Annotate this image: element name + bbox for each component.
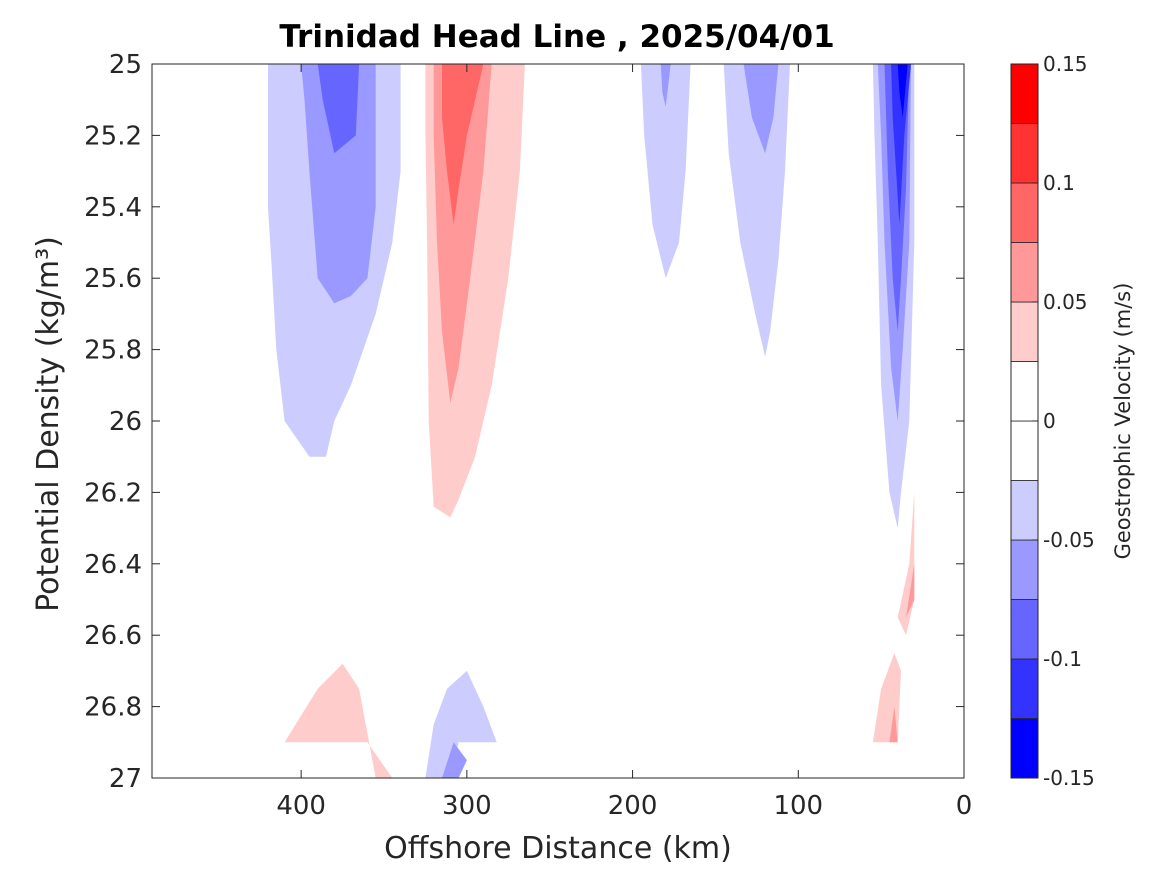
y-tick-label: 25.4	[84, 193, 142, 223]
contour-region-inner-southward	[743, 64, 779, 154]
x-tick-label: 200	[608, 791, 658, 821]
y-tick-label: 25.2	[84, 121, 142, 151]
y-axis-label: Potential Density (kg/m³)	[31, 236, 66, 612]
contour-region-deep-northward-shelf	[889, 706, 898, 743]
x-tick-label: 100	[773, 791, 823, 821]
colorbar-label: Geostrophic Velocity (m/s)	[1111, 283, 1135, 560]
y-tick-label: 25.6	[84, 264, 142, 294]
colorbar-ticks: 0.15 0.1 0.05 0 -0.05 -0.1 -0.15	[1032, 52, 1095, 790]
contour-fills	[268, 64, 915, 778]
y-tick-label: 27	[109, 764, 142, 794]
y-tick-label: 26.2	[84, 478, 142, 508]
colorbar-swatch	[1010, 480, 1039, 541]
colorbar-swatch	[1010, 658, 1039, 719]
x-axis-label: Offshore Distance (km)	[384, 831, 732, 866]
colorbar-tick-label: 0.05	[1043, 290, 1088, 314]
y-tick-label: 26.8	[84, 693, 142, 723]
contour-region-upper-northward-shelf	[906, 563, 915, 618]
y-tick-label: 25	[109, 50, 142, 80]
colorbar-swatch	[1010, 718, 1039, 779]
plot-area	[151, 63, 965, 779]
contour-region-inner-southward	[723, 64, 790, 357]
y-tick-label: 25.8	[84, 336, 142, 366]
colorbar-swatch	[1010, 599, 1039, 660]
colorbar-tick-label: 0	[1043, 409, 1056, 433]
chart-title: Trinidad Head Line , 2025/04/01	[279, 19, 834, 55]
colorbar-swatch	[1010, 361, 1039, 422]
colorbar-tick-label: -0.05	[1043, 528, 1095, 552]
colorbar-tick-label: -0.1	[1043, 647, 1082, 671]
colorbar-tick-label: -0.15	[1043, 766, 1095, 790]
x-tick-label: 0	[956, 791, 973, 821]
contour-region-offshore-southward-core	[317, 64, 360, 154]
colorbar-swatch	[1010, 63, 1039, 124]
x-tick-label: 400	[276, 791, 326, 821]
x-tick-label: 300	[442, 791, 492, 821]
contour-region-mid-southward	[640, 64, 691, 279]
colorbar-swatch	[1010, 420, 1039, 481]
contour-region-deep-southward-west	[442, 742, 467, 778]
colorbar-swatch	[1010, 123, 1039, 184]
x-axis-ticks: 400 300 200 100 0	[276, 64, 972, 821]
colorbar-swatch	[1010, 539, 1039, 600]
contour-region-mid-southward	[660, 64, 671, 107]
y-tick-label: 26	[109, 407, 142, 437]
colorbar-tick-label: 0.1	[1043, 171, 1075, 195]
y-tick-label: 26.6	[84, 621, 142, 651]
contour-region-shelf-jet	[891, 64, 911, 225]
colorbar-swatch	[1010, 182, 1039, 243]
colorbar: 0.15 0.1 0.05 0 -0.05 -0.1 -0.15	[1010, 52, 1095, 790]
contour-region-northward-jet	[442, 64, 484, 225]
colorbar-tick-label: 0.15	[1043, 52, 1088, 76]
contour-region-shelf-jet	[897, 64, 908, 118]
contour-region-deep-northward-west	[284, 663, 393, 778]
y-axis-ticks: 25 25.2 25.4 25.6 25.8 26 26.2 26.4 26.6 26.8 27	[84, 50, 964, 794]
contour-region-offshore-southward-core	[301, 64, 376, 304]
colorbar-swatch	[1010, 301, 1039, 362]
y-tick-label: 26.4	[84, 550, 142, 580]
colorbar-swatch	[1010, 242, 1039, 303]
contour-region-deep-southward-west	[425, 670, 497, 778]
